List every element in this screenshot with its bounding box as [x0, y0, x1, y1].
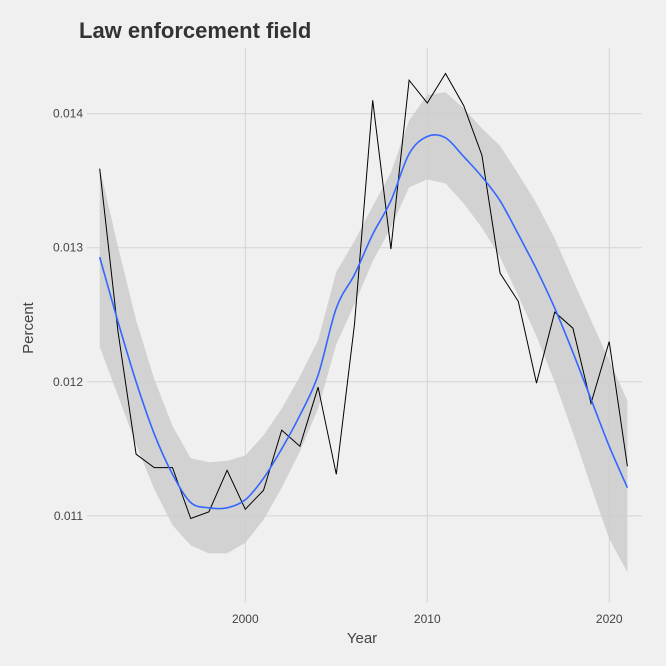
x-axis-title: Year — [347, 630, 377, 647]
smooth-trend-line — [98, 134, 629, 510]
confidence-band — [99, 92, 628, 573]
y-tick-label: 0.013 — [53, 241, 83, 255]
y-tick-label: 0.011 — [54, 509, 83, 523]
y-tick-label: 0.012 — [53, 375, 83, 389]
chart-title: Law enforcement field — [79, 18, 311, 43]
x-tick-label: 2000 — [232, 612, 259, 626]
x-tick-label: 2020 — [596, 612, 623, 626]
y-tick-label: 0.014 — [53, 107, 83, 121]
y-axis-title: Percent — [20, 301, 37, 354]
observed-series-line — [99, 72, 628, 520]
x-tick-label: 2010 — [414, 612, 441, 626]
confidence-band-layer — [99, 92, 628, 573]
series-layer — [98, 72, 629, 520]
tick-labels: 0.011 0.012 0.013 0.014 2000 2010 2020 — [53, 107, 623, 626]
